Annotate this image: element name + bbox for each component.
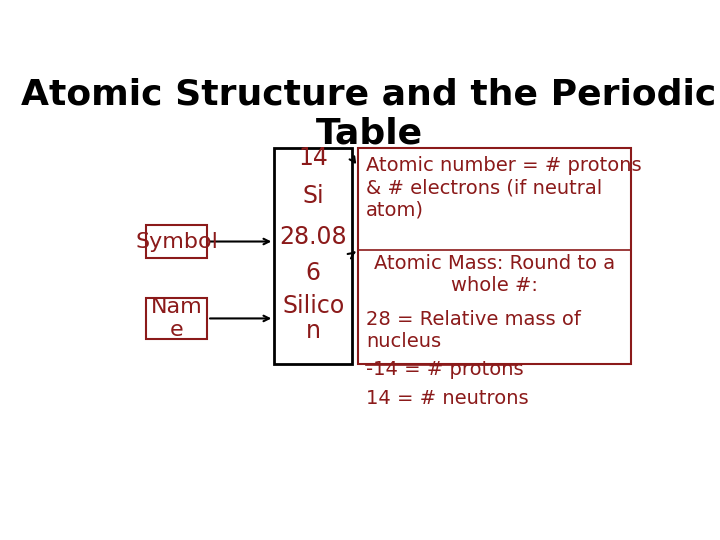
Text: Symbol: Symbol bbox=[135, 232, 218, 252]
FancyBboxPatch shape bbox=[358, 148, 631, 364]
Text: Silico: Silico bbox=[282, 294, 344, 318]
Text: Atomic Mass: Round to a
whole #:: Atomic Mass: Round to a whole #: bbox=[374, 254, 615, 295]
Text: n: n bbox=[306, 319, 320, 343]
Text: 28.08: 28.08 bbox=[279, 225, 347, 249]
Text: Nam
e: Nam e bbox=[150, 297, 202, 340]
FancyBboxPatch shape bbox=[145, 225, 207, 258]
Text: Atomic Structure and the Periodic
Table: Atomic Structure and the Periodic Table bbox=[22, 77, 716, 151]
Text: -14 = # protons: -14 = # protons bbox=[366, 360, 524, 379]
Text: 14 = # neutrons: 14 = # neutrons bbox=[366, 389, 528, 408]
Text: 6: 6 bbox=[306, 261, 320, 285]
Text: Atomic number = # protons
& # electrons (if neutral
atom): Atomic number = # protons & # electrons … bbox=[366, 156, 642, 219]
FancyBboxPatch shape bbox=[274, 148, 352, 364]
FancyBboxPatch shape bbox=[145, 298, 207, 339]
Text: 14: 14 bbox=[298, 146, 328, 170]
Text: Si: Si bbox=[302, 184, 324, 208]
Text: 28 = Relative mass of
nucleus: 28 = Relative mass of nucleus bbox=[366, 310, 581, 351]
